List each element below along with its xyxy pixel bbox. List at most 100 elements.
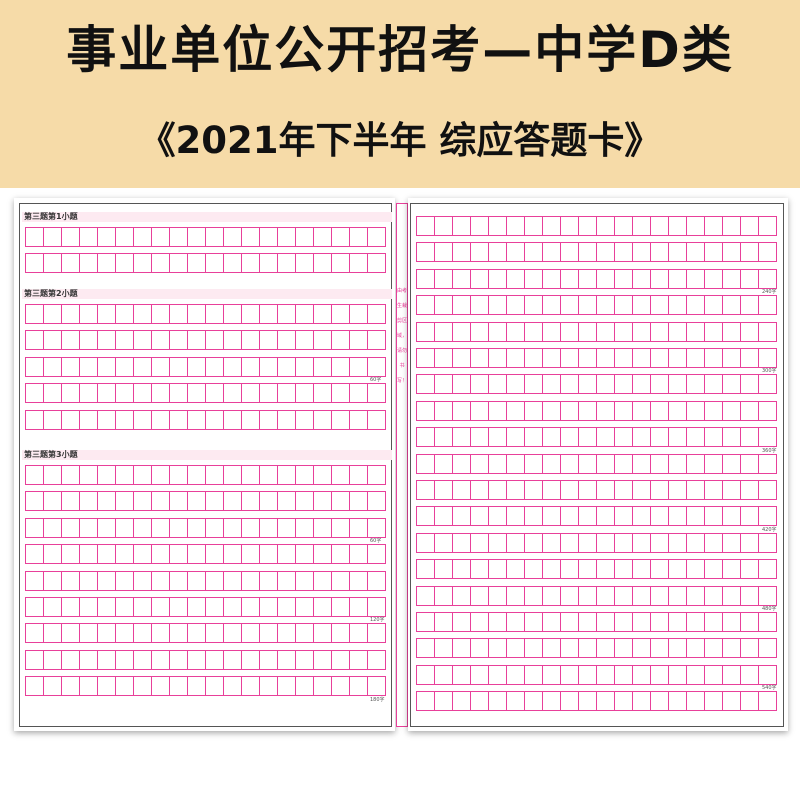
answer-row[interactable] — [25, 465, 386, 485]
answer-cell[interactable] — [368, 572, 385, 590]
answer-cell[interactable] — [489, 481, 507, 499]
answer-cell[interactable] — [98, 598, 116, 616]
answer-cell[interactable] — [489, 375, 507, 394]
answer-cell[interactable] — [507, 217, 525, 235]
answer-cell[interactable] — [44, 331, 62, 350]
answer-cell[interactable] — [260, 331, 278, 350]
answer-cell[interactable] — [615, 322, 633, 341]
answer-cell[interactable] — [597, 349, 615, 367]
answer-cell[interactable] — [759, 587, 776, 605]
answer-cell[interactable] — [296, 357, 314, 376]
answer-cell[interactable] — [152, 518, 170, 537]
answer-cell[interactable] — [350, 466, 368, 484]
answer-cell[interactable] — [543, 401, 561, 420]
answer-cell[interactable] — [260, 466, 278, 484]
answer-cell[interactable] — [471, 401, 489, 420]
answer-cell[interactable] — [80, 254, 98, 273]
answer-cell[interactable] — [314, 624, 332, 643]
answer-cell[interactable] — [242, 571, 260, 590]
answer-cell[interactable] — [759, 613, 776, 631]
answer-cell[interactable] — [525, 481, 543, 499]
answer-cell[interactable] — [579, 586, 597, 605]
answer-cell[interactable] — [561, 296, 579, 315]
answer-cell[interactable] — [651, 454, 669, 473]
answer-cell[interactable] — [350, 492, 368, 511]
answer-cell[interactable] — [669, 401, 687, 420]
answer-cell[interactable] — [134, 254, 152, 273]
answer-row[interactable] — [416, 348, 777, 368]
answer-cell[interactable] — [80, 492, 98, 511]
answer-cell[interactable] — [579, 269, 597, 288]
answer-cell[interactable] — [723, 243, 741, 262]
answer-cell[interactable] — [651, 401, 669, 420]
answer-cell[interactable] — [116, 357, 134, 376]
answer-cell[interactable] — [471, 269, 489, 288]
answer-cell[interactable] — [669, 639, 687, 658]
answer-cell[interactable] — [507, 375, 525, 394]
answer-cell[interactable] — [597, 454, 615, 473]
answer-cell[interactable] — [741, 454, 759, 473]
answer-cell[interactable] — [471, 586, 489, 605]
answer-cell[interactable] — [134, 545, 152, 564]
answer-cell[interactable] — [80, 305, 98, 323]
answer-cell[interactable] — [170, 254, 188, 273]
answer-cell[interactable] — [188, 228, 206, 246]
answer-cell[interactable] — [98, 331, 116, 350]
answer-cell[interactable] — [188, 518, 206, 537]
answer-cell[interactable] — [26, 331, 44, 350]
answer-cell[interactable] — [525, 586, 543, 605]
answer-cell[interactable] — [350, 228, 368, 246]
answer-cell[interactable] — [741, 243, 759, 262]
answer-cell[interactable] — [260, 545, 278, 564]
answer-cell[interactable] — [669, 428, 687, 447]
answer-cell[interactable] — [62, 384, 80, 403]
answer-cell[interactable] — [296, 545, 314, 564]
answer-cell[interactable] — [507, 533, 525, 552]
answer-cell[interactable] — [489, 349, 507, 367]
answer-cell[interactable] — [633, 401, 651, 420]
answer-cell[interactable] — [597, 296, 615, 315]
answer-cell[interactable] — [507, 322, 525, 341]
answer-cell[interactable] — [134, 384, 152, 403]
answer-cell[interactable] — [579, 401, 597, 420]
answer-cell[interactable] — [206, 545, 224, 564]
answer-cell[interactable] — [260, 384, 278, 403]
answer-cell[interactable] — [633, 269, 651, 288]
answer-cell[interactable] — [435, 401, 453, 420]
answer-cell[interactable] — [116, 466, 134, 484]
answer-cell[interactable] — [705, 428, 723, 447]
answer-cell[interactable] — [26, 357, 44, 376]
answer-cell[interactable] — [417, 269, 435, 288]
answer-cell[interactable] — [543, 322, 561, 341]
answer-cell[interactable] — [759, 217, 776, 235]
answer-cell[interactable] — [561, 692, 579, 711]
answer-cell[interactable] — [314, 384, 332, 403]
answer-cell[interactable] — [417, 401, 435, 420]
answer-row[interactable] — [416, 242, 777, 263]
answer-row[interactable] — [416, 638, 777, 659]
answer-cell[interactable] — [705, 322, 723, 341]
answer-cell[interactable] — [62, 228, 80, 246]
answer-cell[interactable] — [453, 375, 471, 394]
answer-cell[interactable] — [507, 481, 525, 499]
answer-cell[interactable] — [615, 401, 633, 420]
answer-cell[interactable] — [741, 692, 759, 711]
answer-cell[interactable] — [44, 228, 62, 246]
answer-cell[interactable] — [561, 375, 579, 394]
answer-cell[interactable] — [543, 349, 561, 367]
answer-cell[interactable] — [561, 639, 579, 658]
answer-cell[interactable] — [278, 357, 296, 376]
answer-cell[interactable] — [170, 410, 188, 429]
answer-cell[interactable] — [368, 624, 385, 642]
answer-cell[interactable] — [579, 560, 597, 579]
answer-cell[interactable] — [134, 650, 152, 669]
answer-cell[interactable] — [615, 243, 633, 262]
answer-cell[interactable] — [471, 507, 489, 526]
answer-cell[interactable] — [152, 492, 170, 511]
answer-cell[interactable] — [723, 692, 741, 711]
answer-cell[interactable] — [471, 349, 489, 367]
answer-cell[interactable] — [723, 401, 741, 420]
answer-cell[interactable] — [435, 613, 453, 631]
answer-cell[interactable] — [525, 401, 543, 420]
answer-cell[interactable] — [597, 269, 615, 288]
